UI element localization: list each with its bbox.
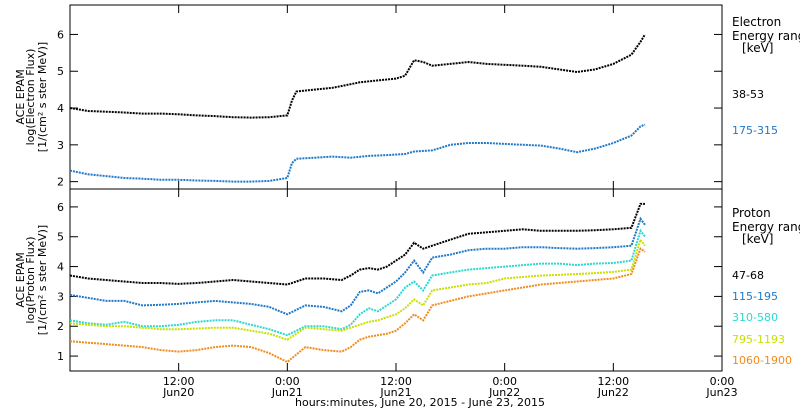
legend-proton-1060-1900: 1060-1900 bbox=[732, 354, 792, 367]
xtick-time-label: 12:00 bbox=[597, 375, 629, 388]
xtick-time-label: 0:00 bbox=[710, 375, 735, 388]
xtick-time-label: 12:00 bbox=[163, 375, 195, 388]
proton-legend-title: Proton Energy range [keV] bbox=[732, 206, 800, 246]
proton-series-115-195 bbox=[69, 216, 646, 316]
xtick-date-label: Jun22 bbox=[597, 386, 629, 399]
electron-ylabel: ACE EPAM log(Electron Flux) [1/(cm² s st… bbox=[14, 42, 49, 152]
proton-panel-frame bbox=[69, 188, 723, 372]
electron-ytick-label: 6 bbox=[57, 28, 64, 41]
electron-series-38-53 bbox=[69, 33, 646, 119]
xtick-date-label: Jun22 bbox=[488, 386, 520, 399]
legend-electron-175-315: 175-315 bbox=[732, 124, 778, 137]
electron-panel-frame bbox=[69, 4, 723, 190]
xtick-time-label: 12:00 bbox=[380, 375, 412, 388]
electron-ytick-label: 3 bbox=[57, 139, 64, 152]
legend-electron-38-53: 38-53 bbox=[732, 88, 764, 101]
electron-legend-title-1: Electron bbox=[732, 15, 781, 29]
xtick-time-label: 0:00 bbox=[492, 375, 517, 388]
legend-proton-47-68: 47-68 bbox=[732, 269, 764, 282]
electron-series-175-315 bbox=[69, 123, 646, 183]
electron-ytick-label: 2 bbox=[57, 176, 64, 189]
electron-legend-title-2: Energy range bbox=[732, 29, 800, 43]
electron-ytick-label: 5 bbox=[57, 65, 64, 78]
proton-ytick-label: 4 bbox=[57, 261, 64, 274]
xtick-date-label: Jun21 bbox=[379, 386, 411, 399]
proton-ytick-label: 2 bbox=[57, 320, 64, 333]
xtick-time-label: 0:00 bbox=[275, 375, 300, 388]
proton-ytick-label: 1 bbox=[57, 350, 64, 363]
proton-ytick-label: 5 bbox=[57, 231, 64, 244]
legend-proton-115-195: 115-195 bbox=[732, 290, 778, 303]
proton-legend-title-2: Energy range bbox=[732, 220, 800, 234]
electron-ylabel-line3: [1/(cm² s ster MeV)] bbox=[36, 42, 49, 152]
legend-proton-795-1193: 795-1193 bbox=[732, 333, 785, 346]
proton-legend-title-3: [keV] bbox=[742, 232, 773, 246]
proton-ytick-label: 3 bbox=[57, 290, 64, 303]
proton-legend-title-1: Proton bbox=[732, 206, 771, 220]
proton-ylabel-line3: [1/(cm² s ster MeV)] bbox=[36, 225, 49, 335]
proton-series-47-68 bbox=[69, 202, 645, 286]
proton-series-1060-1900 bbox=[69, 247, 646, 364]
electron-ylabel-line2: log(Electron Flux) bbox=[24, 49, 37, 146]
proton-ylabel-line1: ACE EPAM bbox=[14, 252, 27, 307]
electron-legend: 38-53 175-315 bbox=[732, 88, 778, 137]
xtick-date-label: Jun21 bbox=[271, 386, 303, 399]
xtick-date-label: Jun20 bbox=[162, 386, 194, 399]
x-axis-title: hours:minutes, June 20, 2015 - June 23, … bbox=[295, 396, 545, 409]
electron-ylabel-line1: ACE EPAM bbox=[14, 69, 27, 124]
electron-legend-title-3: [keV] bbox=[742, 41, 773, 55]
proton-ytick-label: 6 bbox=[57, 201, 64, 214]
proton-ylabel: ACE EPAM log(Proton Flux) [1/(cm² s ster… bbox=[14, 225, 49, 335]
proton-legend: 47-68 115-195 310-580 795-1193 1060-1900 bbox=[732, 269, 792, 367]
electron-legend-title: Electron Energy range [keV] bbox=[732, 15, 800, 55]
proton-series-310-580 bbox=[69, 228, 646, 337]
xtick-date-label: Jun23 bbox=[705, 386, 737, 399]
legend-proton-310-580: 310-580 bbox=[732, 311, 778, 324]
proton-series-795-1193 bbox=[69, 237, 646, 341]
electron-ytick-label: 4 bbox=[57, 102, 64, 115]
proton-ylabel-line2: log(Proton Flux) bbox=[24, 236, 37, 323]
